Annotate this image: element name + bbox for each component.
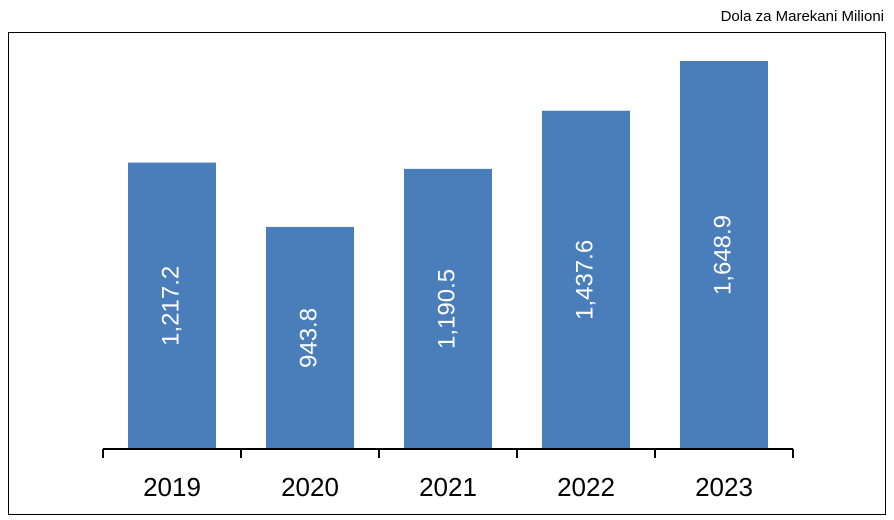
bar [680, 61, 768, 449]
unit-label: Dola za Marekani Milioni [721, 8, 884, 25]
x-tick-label: 2020 [281, 472, 339, 502]
bar [128, 162, 216, 449]
value-label: 1,190.5 [433, 269, 460, 349]
x-tick-label: 2022 [557, 472, 615, 502]
bar [266, 226, 354, 449]
value-label: 1,437.6 [571, 240, 598, 320]
value-label: 943.8 [295, 308, 322, 368]
bar [404, 168, 492, 450]
value-label: 1,217.2 [157, 266, 184, 346]
value-label: 1,648.9 [709, 215, 736, 295]
x-tick-label: 2021 [419, 472, 477, 502]
x-tick-label: 2023 [695, 472, 753, 502]
frame [8, 32, 886, 515]
bar [542, 110, 630, 449]
x-tick-label: 2019 [143, 472, 201, 502]
